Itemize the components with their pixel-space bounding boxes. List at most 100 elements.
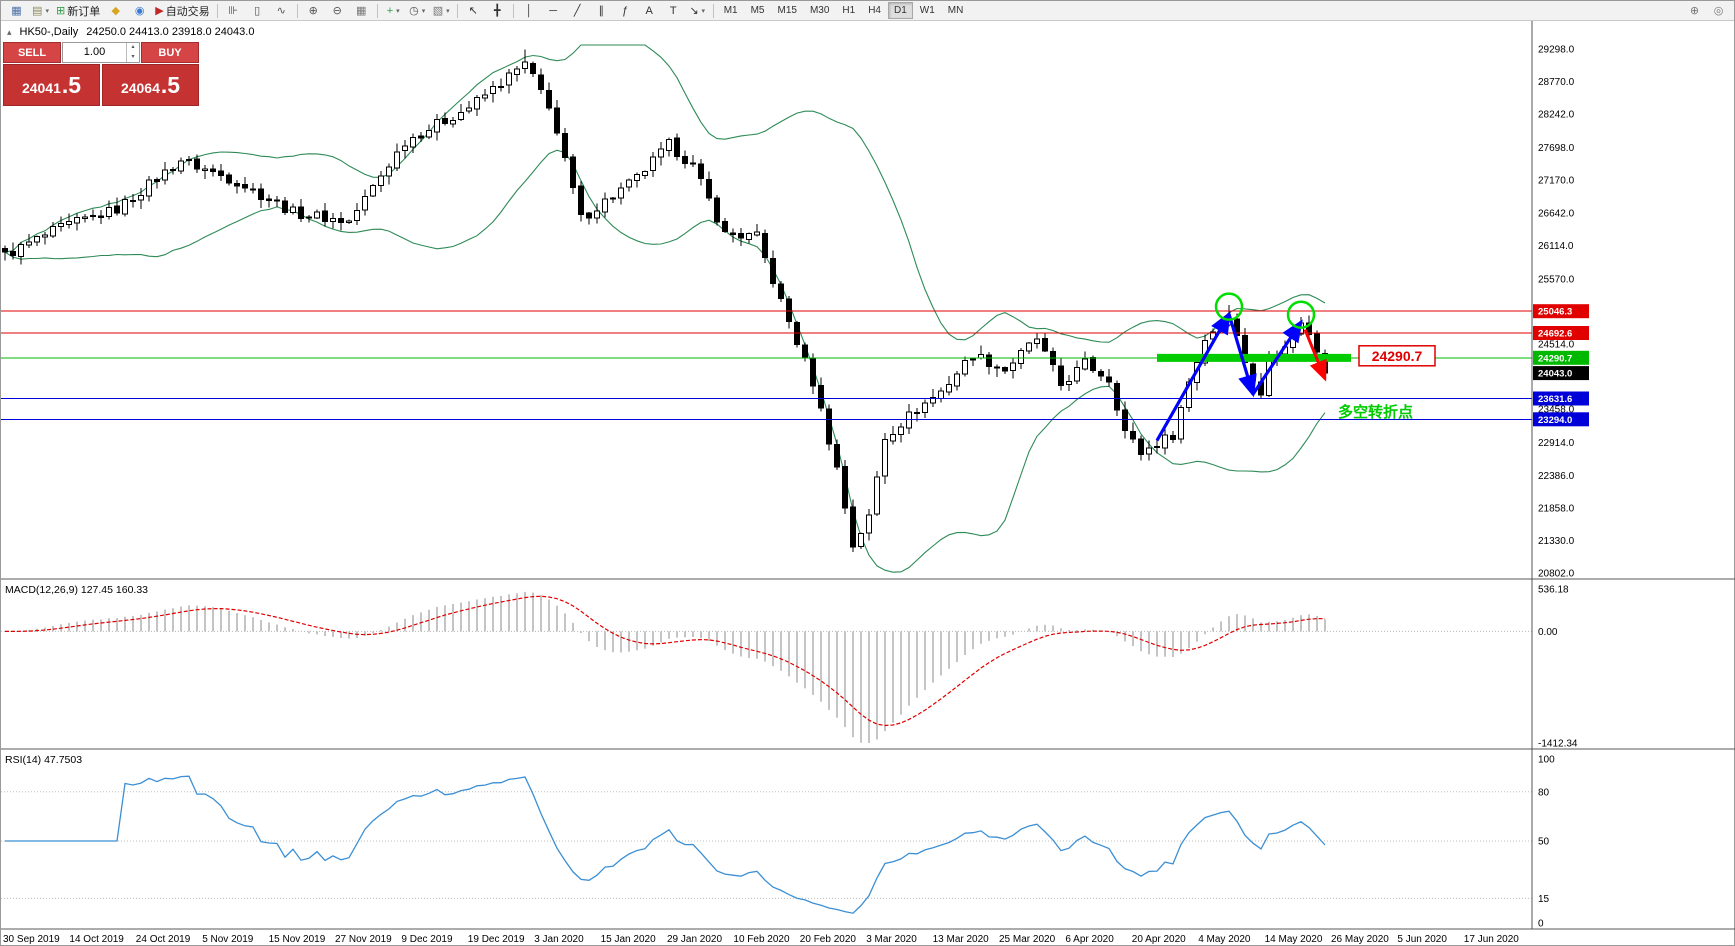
add-indicator-icon: + (386, 4, 394, 17)
trendline-button[interactable]: ╱ (566, 1, 589, 20)
timeframe-m5[interactable]: M5 (750, 5, 765, 16)
lot-size-input[interactable]: 1.00 ▴ ▾ (62, 42, 140, 63)
dropdown-arrow-icon: ▾ (396, 7, 400, 15)
turning-point-note[interactable]: 多空转折点 (1338, 403, 1413, 421)
lot-value[interactable]: 1.00 (83, 46, 106, 58)
cursor-icon: ↖ (468, 5, 478, 17)
timeframe-d1[interactable]: D1 (888, 2, 913, 19)
label-tool-button[interactable]: T (662, 1, 685, 20)
zoom-out-button[interactable]: ⊖ (326, 1, 349, 20)
buy-price-main: 24064 (120, 79, 160, 96)
timeframe-w1[interactable]: W1 (919, 5, 935, 16)
price-tick-label: 21330.0 (1538, 536, 1575, 547)
peak-highlight-circle[interactable] (1286, 300, 1316, 329)
date-label: 14 Oct 2019 (69, 934, 124, 945)
channel-button[interactable]: ∥ (590, 1, 613, 20)
peak-highlight-circle[interactable] (1214, 292, 1244, 321)
crosshair-button[interactable]: ╋ (486, 1, 509, 20)
chart-area: 24290.7 多空转折点 MACD(12,26,9) 127.45 160.33 R… (1, 21, 1735, 946)
new-order-button[interactable]: ⊞ 新订单 (53, 1, 103, 20)
rsi-line (5, 775, 1326, 914)
fibonacci-icon: ƒ (622, 4, 629, 17)
date-label: 20 Apr 2020 (1132, 934, 1186, 945)
autotrade-button[interactable]: ▶ 自动交易 (152, 1, 212, 20)
price-badge-23631.6 (1533, 391, 1589, 406)
arrows-tool-button[interactable]: ↘ ▾ (686, 1, 709, 20)
candles-layer (2, 49, 1328, 553)
new-order-icon: ⊞ (56, 5, 66, 17)
search-button[interactable]: ⊕ (1683, 1, 1706, 20)
red-down-arrow[interactable] (1303, 328, 1327, 382)
zoom-in-button[interactable]: ⊕ (302, 1, 325, 20)
sell-button[interactable]: SELL (3, 42, 61, 63)
expert-advisors-button[interactable]: ◆ (104, 1, 127, 20)
ohlc-values: 24250.0 24413.0 23918.0 24043.0 (86, 26, 255, 38)
date-label: 26 May 2020 (1331, 934, 1389, 945)
date-label: 14 May 2020 (1265, 934, 1323, 945)
period-button[interactable]: ◷ ▾ (406, 1, 429, 20)
blue-trend-arrow[interactable] (1227, 313, 1257, 398)
buy-price-display[interactable]: 24064 .5 (102, 64, 199, 106)
candlestick-chart-button[interactable]: ▯ (246, 1, 269, 20)
bar-chart-icon: ⊪ (228, 5, 238, 17)
line-chart-button[interactable]: ∿ (270, 1, 293, 20)
lot-increase-button[interactable]: ▴ (131, 44, 135, 50)
price-badge-label: 23631.6 (1538, 394, 1572, 405)
timeframe-m15[interactable]: M15 (777, 5, 797, 16)
autotrade-button-label: 自动交易 (165, 5, 210, 18)
timeframe-m1[interactable]: M1 (723, 5, 738, 16)
macd-title: MACD(12,26,9) 127.45 160.33 (5, 584, 148, 596)
price-annotation-box[interactable] (1358, 345, 1436, 367)
date-label: 10 Feb 2020 (733, 934, 790, 945)
template-button[interactable]: ▧ ▾ (430, 1, 453, 20)
date-label: 30 Sep 2019 (3, 934, 60, 945)
search-icon: ⊕ (1689, 5, 1700, 17)
label-tool-icon: T (669, 4, 677, 17)
crosshair-icon: ╋ (493, 5, 501, 17)
collapse-icon[interactable]: ▴ (7, 26, 12, 37)
price-tick-label: 28770.0 (1538, 77, 1575, 88)
price-badge-label: 25046.3 (1538, 307, 1572, 318)
new-chart-button[interactable]: ▦ (5, 1, 28, 20)
level-lines-layer (1, 310, 1532, 420)
settings-button[interactable]: ◎ (1707, 1, 1730, 20)
rsi-axis-label: 0 (1538, 919, 1544, 930)
profiles-button[interactable]: ▤ ▾ (29, 1, 52, 20)
timeframe-h4[interactable]: H4 (868, 5, 881, 16)
date-label: 13 Mar 2020 (933, 934, 990, 945)
lot-decrease-button[interactable]: ▾ (131, 53, 135, 60)
add-indicator-button[interactable]: + ▾ (382, 1, 405, 20)
blue-trend-arrow[interactable] (1251, 319, 1303, 396)
timeframe-m30[interactable]: M30 (809, 5, 830, 16)
price-badge-24290.7 (1533, 350, 1589, 365)
macd-axis-label: 0.00 (1538, 627, 1558, 638)
tile-windows-button[interactable]: ▦ (350, 1, 373, 20)
toolbar-separator (456, 3, 458, 18)
blue-trend-arrow[interactable] (1155, 311, 1231, 442)
date-label: 24 Oct 2019 (136, 934, 191, 945)
text-tool-button[interactable]: A (638, 1, 661, 20)
main-toolbar: ▦ ▤ ▾ ⊞ 新订单 ◆ ◉ ▶ 自动交易 ⊪ ▯ ∿ ⊕ ⊖ ▦ + ▾ ◷ ▾ ▧ ▾ ↖ ╋ │ ─ ╱ ∥ ƒ A T ↘ ▾ M1 M… (1, 1, 1734, 21)
sell-price-display[interactable]: 24041 .5 (3, 64, 100, 106)
buy-button[interactable]: BUY (141, 42, 199, 63)
community-button[interactable]: ◉ (128, 1, 151, 20)
toolbar-separator (512, 3, 514, 18)
price-tick-label: 25570.0 (1538, 274, 1575, 285)
zoom-out-icon: ⊖ (332, 5, 342, 17)
price-tick-label: 21858.0 (1538, 503, 1575, 514)
price-badge-label: 24043.0 (1538, 369, 1572, 380)
period-icon: ◷ (409, 5, 419, 17)
price-tick-label: 28242.0 (1538, 110, 1575, 121)
price-tick-label: 26642.0 (1538, 208, 1575, 219)
timeframe-h1[interactable]: H1 (842, 5, 856, 16)
horizontal-line-button[interactable]: ─ (542, 1, 565, 20)
vertical-line-button[interactable]: │ (518, 1, 541, 20)
fibonacci-button[interactable]: ƒ (614, 1, 637, 20)
bar-chart-button[interactable]: ⊪ (222, 1, 245, 20)
cursor-button[interactable]: ↖ (462, 1, 485, 20)
chart-canvas[interactable]: 24290.7 多空转折点 MACD(12,26,9) 127.45 160.33 R… (1, 21, 1735, 946)
lot-spinner: ▴ ▾ (126, 43, 139, 62)
timeframe-mn[interactable]: MN (947, 5, 964, 16)
date-label: 15 Jan 2020 (601, 934, 656, 945)
channel-icon: ∥ (598, 5, 604, 17)
